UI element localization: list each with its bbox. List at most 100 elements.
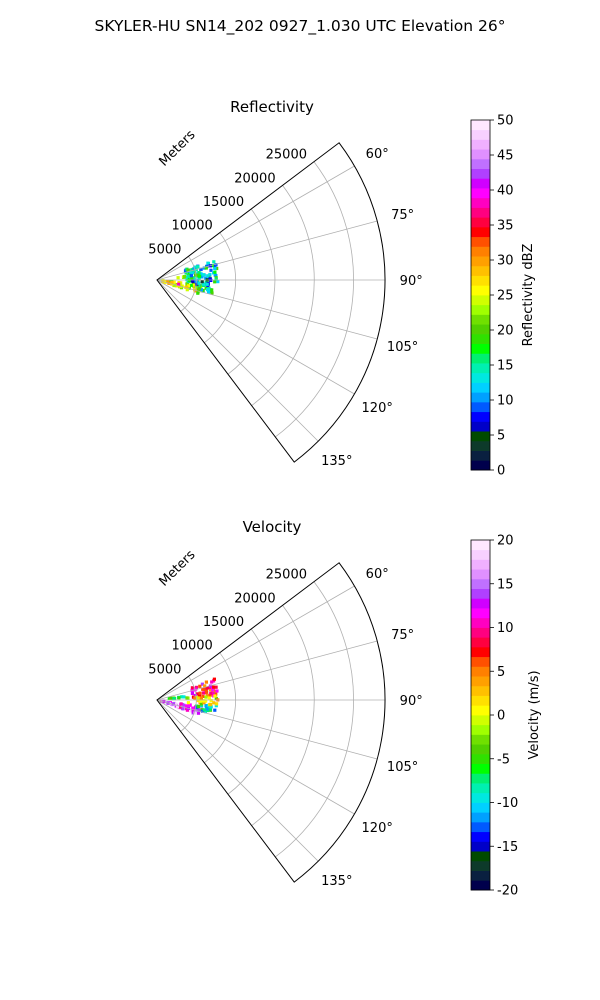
reflectivity-azimuth-tick-label: 60° <box>366 147 389 162</box>
reflectivity-colorbar-swatch <box>471 120 490 131</box>
velocity-azimuth-line <box>156 699 319 862</box>
reflectivity-colorbar-tick-label: 20 <box>497 324 514 339</box>
reflectivity-range-ring <box>180 256 197 312</box>
velocity-azimuth-line <box>156 640 378 701</box>
reflectivity-colorbar-tick-label: 5 <box>497 429 505 444</box>
reflectivity-range-ring <box>227 208 276 375</box>
reflectivity-range-ring <box>251 185 315 406</box>
velocity-panel: Velocity Meters 5000 10000 15000 20000 25000… <box>148 518 542 899</box>
velocity-echo-region-5 <box>167 695 190 701</box>
velocity-colorbar-tick-label: 5 <box>497 665 505 680</box>
velocity-data <box>160 677 220 715</box>
reflectivity-colorbar-swatch <box>471 314 490 325</box>
velocity-colorbar-swatch <box>471 646 490 658</box>
reflectivity-colorbar-tick-label: 45 <box>497 149 514 164</box>
velocity-colorbar-swatch <box>471 695 490 706</box>
velocity-colorbar-swatch <box>471 559 490 570</box>
velocity-radial-tick-label: 20000 <box>234 591 275 606</box>
reflectivity-colorbar-swatch <box>471 343 490 354</box>
reflectivity-radial-tick-label: 15000 <box>203 195 244 210</box>
velocity-colorbar-swatch <box>471 821 490 833</box>
reflectivity-azimuth-ticks: 60° 75° 90° 105° 120° 135° <box>321 147 423 469</box>
reflectivity-colorbar-swatch <box>471 333 490 345</box>
velocity-radial-tick-label: 5000 <box>148 662 181 677</box>
velocity-azimuth-tick-label: 135° <box>321 874 352 889</box>
velocity-range-ring <box>251 605 315 826</box>
velocity-colorbar-swatch <box>471 802 490 813</box>
reflectivity-range-ring <box>275 161 354 438</box>
reflectivity-colorbar-swatch <box>471 246 490 257</box>
velocity-colorbar-swatch <box>471 773 490 784</box>
velocity-colorbar-tick-label: 15 <box>497 577 514 592</box>
velocity-colorbar-swatch <box>471 870 490 881</box>
velocity-colorbar-tick-label: -15 <box>497 840 518 855</box>
velocity-colorbar-swatch <box>471 569 490 580</box>
velocity-colorbar-swatch <box>471 656 490 667</box>
velocity-colorbar-swatch <box>471 715 490 726</box>
velocity-radial-ticks: 5000 10000 15000 20000 25000 <box>148 568 307 678</box>
reflectivity-panel: Reflectivity Meters 5000 10000 15000 20000 2… <box>148 98 536 479</box>
reflectivity-colorbar-tick-label: 10 <box>497 394 514 409</box>
reflectivity-radial-label: Meters <box>157 127 199 169</box>
velocity-colorbar-swatch <box>471 705 490 716</box>
reflectivity-colorbar-tick-label: 25 <box>497 289 514 304</box>
reflectivity-colorbar-swatch <box>471 450 490 461</box>
velocity-colorbar-swatch <box>471 685 490 696</box>
reflectivity-colorbar-swatch <box>471 158 490 170</box>
velocity-colorbar-swatch <box>471 540 490 551</box>
velocity-colorbar-swatch <box>471 753 490 765</box>
reflectivity-azimuth-line <box>156 279 319 442</box>
reflectivity-colorbar-swatch <box>471 431 490 442</box>
reflectivity-colorbar-swatch <box>471 460 490 471</box>
velocity-colorbar-swatch <box>471 851 490 862</box>
reflectivity-colorbar-tick-label: 35 <box>497 219 514 234</box>
velocity-radial-tick-label: 10000 <box>171 639 212 654</box>
reflectivity-colorbar-swatch <box>471 168 490 179</box>
reflectivity-radial-ticks: 5000 10000 15000 20000 25000 <box>148 148 307 258</box>
reflectivity-colorbar-tick-label: 15 <box>497 359 514 374</box>
velocity-colorbar-tick-label: 10 <box>497 621 514 636</box>
reflectivity-colorbar-swatch <box>471 411 490 422</box>
velocity-colorbar-swatch <box>471 812 490 823</box>
velocity-radial-tick-label: 15000 <box>203 615 244 630</box>
velocity-colorbar-tick-label: 0 <box>497 709 505 724</box>
reflectivity-colorbar-swatch <box>471 401 490 413</box>
reflectivity-colorbar-tick-label: 50 <box>497 114 514 129</box>
reflectivity-sector-background <box>157 142 386 463</box>
velocity-azimuth-tick-label: 90° <box>400 694 423 709</box>
reflectivity-colorbar-swatch <box>471 188 490 199</box>
reflectivity-colorbar-swatch <box>471 129 490 140</box>
velocity-sector-frame <box>156 562 386 883</box>
velocity-colorbar-swatch <box>471 860 490 871</box>
reflectivity-colorbar-swatch <box>471 353 490 364</box>
velocity-colorbar-swatch <box>471 608 490 619</box>
reflectivity-radial-tick-label: 20000 <box>234 171 275 186</box>
velocity-title: Velocity <box>243 518 302 536</box>
reflectivity-colorbar-swatch <box>471 265 490 276</box>
velocity-azimuth-line <box>156 585 355 701</box>
velocity-azimuth-tick-label: 120° <box>362 821 393 836</box>
velocity-azimuth-ticks: 60° 75° 90° 105° 120° 135° <box>321 567 423 889</box>
velocity-colorbar-swatch <box>471 666 490 677</box>
reflectivity-azimuth-line <box>156 220 378 281</box>
velocity-colorbar-swatch <box>471 792 490 803</box>
velocity-colorbar-swatch <box>471 617 490 628</box>
reflectivity-radial-tick-label: 5000 <box>148 242 181 257</box>
reflectivity-colorbar-tick-label: 30 <box>497 254 514 269</box>
velocity-azimuth-tick-label: 60° <box>366 567 389 582</box>
reflectivity-azimuth-tick-label: 105° <box>387 340 418 355</box>
velocity-colorbar-swatch <box>471 676 490 687</box>
reflectivity-colorbar-swatch <box>471 149 490 160</box>
velocity-colorbar-tick-label: 20 <box>497 534 514 549</box>
velocity-colorbar-swatch <box>471 880 490 891</box>
reflectivity-grid <box>156 142 386 463</box>
reflectivity-azimuth-line <box>156 279 355 395</box>
reflectivity-colorbar-swatch <box>471 285 490 296</box>
velocity-colorbar: -20 -15 -10 -5 0 5 10 15 20 <box>470 534 518 899</box>
velocity-colorbar-swatch <box>471 724 490 735</box>
velocity-colorbar-swatch <box>471 627 490 638</box>
reflectivity-echo-region-6 <box>176 282 181 286</box>
reflectivity-colorbar-swatch <box>471 178 490 189</box>
reflectivity-colorbar-swatch <box>471 256 490 267</box>
